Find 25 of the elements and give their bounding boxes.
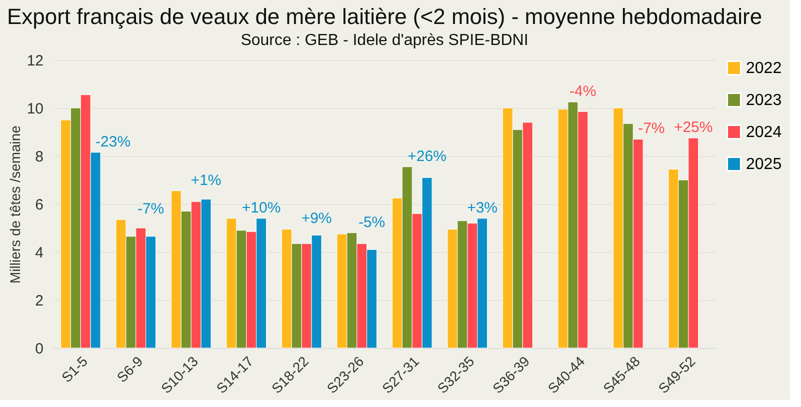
annotation: +26% (408, 148, 446, 165)
annotation: +1% (190, 172, 222, 189)
y-tick-label: 2 (35, 292, 44, 310)
y-tick-label: 4 (35, 244, 44, 262)
chart-title: Export français de veaux de mère laitière (<2 mois) - moyenne hebdomadaire (6, 4, 762, 29)
annotation: -4% (570, 83, 596, 100)
y-tick-label: 8 (35, 148, 44, 166)
annotation: +3% (467, 199, 498, 216)
y-tick-label: 12 (26, 52, 44, 70)
source-note: Source : GEB - Idele d'après SPIE-BDNI (240, 32, 528, 49)
y-tick-label: 10 (26, 100, 44, 118)
y-tick-label: 0 (35, 340, 44, 358)
y-axis-title: Milliers de têtes /semaine (6, 125, 23, 284)
annotation: +10% (242, 199, 281, 216)
y-tick-label: 6 (35, 196, 44, 214)
legend-label: 2022 (746, 60, 782, 77)
legend-label: 2024 (746, 124, 782, 141)
annotation: -7% (137, 200, 164, 218)
annotation: -23% (96, 133, 131, 150)
legend-label: 2025 (746, 156, 782, 173)
legend-label: 2023 (746, 92, 782, 109)
annotation: +25% (674, 119, 713, 136)
annotation: -7% (638, 120, 665, 138)
annotation: -5% (358, 214, 386, 231)
annotation: +9% (301, 210, 332, 228)
